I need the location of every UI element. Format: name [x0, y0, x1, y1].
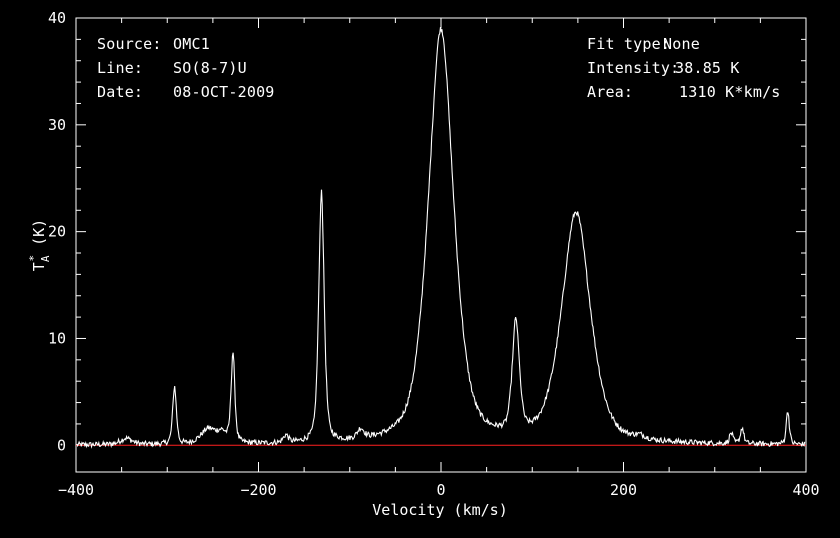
- line-label: Line:: [97, 59, 144, 77]
- fit-type-label: Fit type:: [587, 35, 671, 53]
- source-label: Source:: [97, 35, 162, 53]
- y-tick-label: 20: [48, 223, 66, 241]
- y-tick-label: 40: [48, 9, 66, 27]
- intensity-value: 38.85 K: [675, 59, 740, 77]
- intensity-label: Intensity:: [587, 59, 680, 77]
- area-label: Area:: [587, 83, 634, 101]
- area-value: 1310 K*km/s: [679, 83, 781, 101]
- fit-type-value: None: [663, 35, 700, 53]
- line-value: SO(8-7)U: [173, 59, 247, 77]
- y-tick-label: 10: [48, 329, 66, 347]
- y-axis-label: TA* (K): [27, 219, 52, 271]
- spectrum-line: [76, 27, 806, 449]
- y-tick-label: 30: [48, 116, 66, 134]
- source-value: OMC1: [173, 35, 210, 53]
- x-tick-label: 400: [792, 481, 819, 499]
- date-label: Date:: [97, 83, 144, 101]
- x-tick-label: −200: [240, 481, 276, 499]
- date-value: 08-OCT-2009: [173, 83, 275, 101]
- x-axis-label: Velocity (km/s): [372, 501, 507, 519]
- y-tick-label: 0: [57, 436, 66, 454]
- x-tick-label: 200: [610, 481, 637, 499]
- x-tick-label: 0: [436, 481, 445, 499]
- x-tick-label: −400: [58, 481, 94, 499]
